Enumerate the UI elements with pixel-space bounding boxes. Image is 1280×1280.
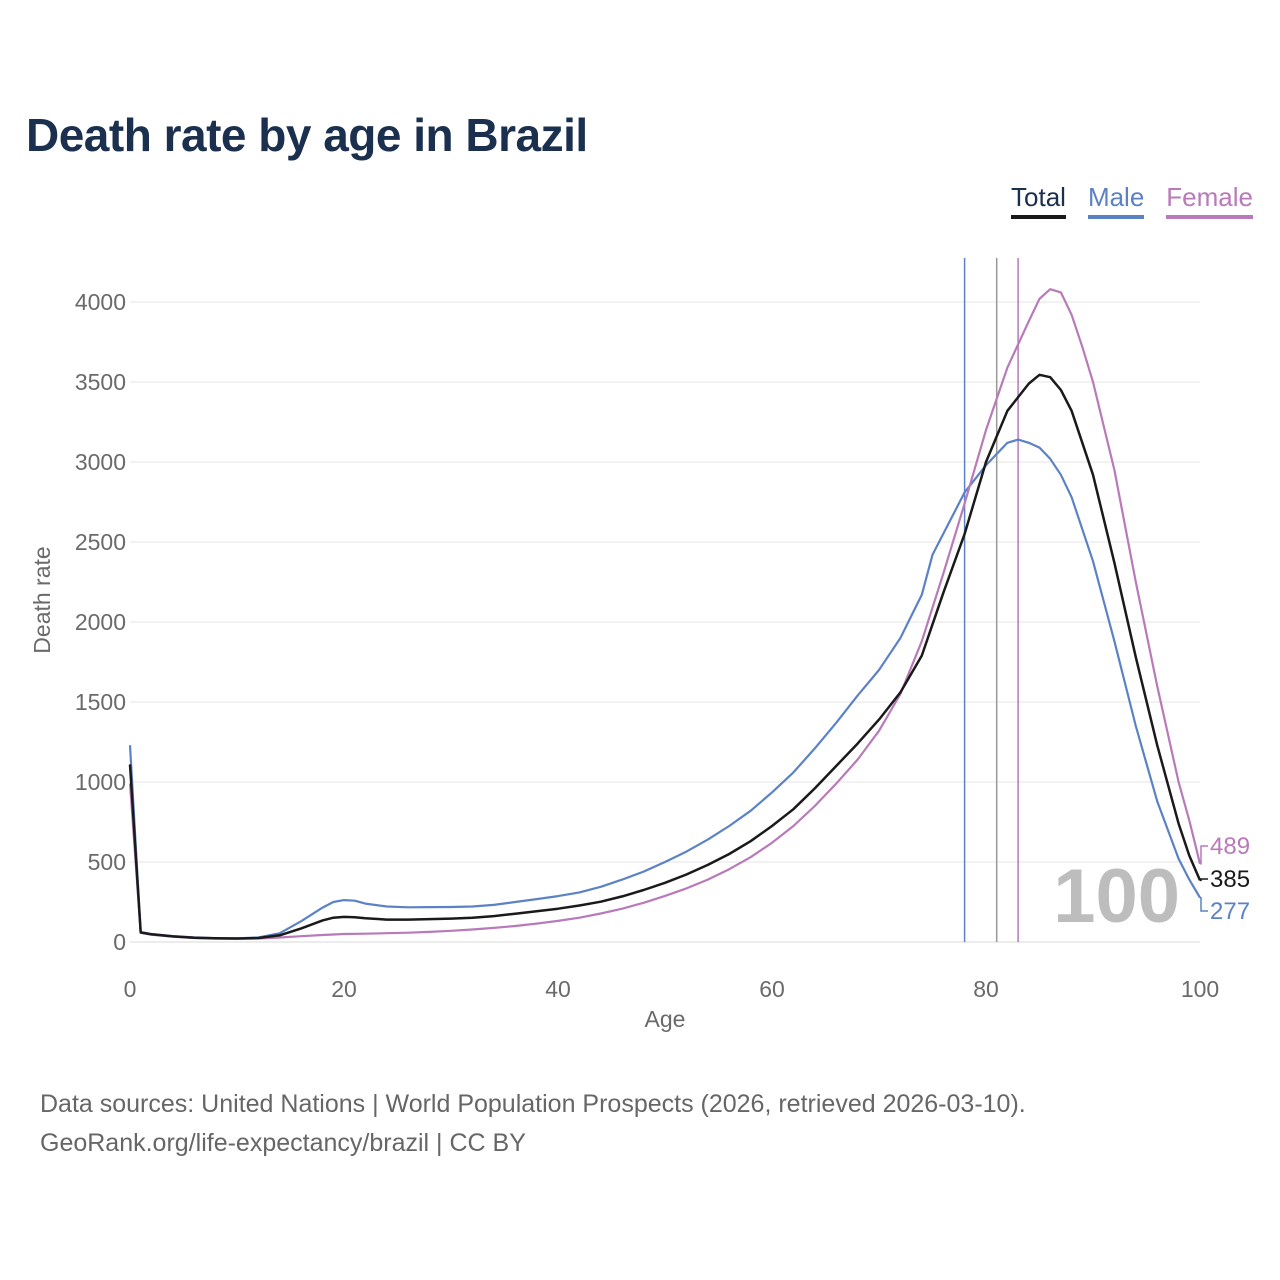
x-tick-label: 80: [973, 976, 999, 1002]
y-tick-label: 2000: [75, 609, 126, 635]
x-tick-label: 20: [331, 976, 357, 1002]
y-tick-label: 2500: [75, 529, 126, 555]
end-labels: 385 277 489: [1200, 833, 1250, 925]
watermark-age: 100: [1053, 854, 1180, 939]
end-label-female: 489: [1210, 833, 1250, 860]
end-label-connector: [1200, 845, 1208, 865]
legend-item-total[interactable]: Total: [1011, 182, 1066, 219]
y-tick-label: 1000: [75, 769, 126, 795]
x-tick-label: 100: [1181, 976, 1219, 1002]
y-tick-label: 1500: [75, 689, 126, 715]
axis-ticks: 0 500 1000 1500 2000 2500 3000 3500 4000 0 20 40 60 8…: [75, 289, 1219, 1002]
legend: Total Male Female: [1011, 182, 1253, 219]
y-axis-title: Death rate: [29, 546, 55, 653]
legend-item-female[interactable]: Female: [1166, 182, 1253, 219]
life-expectancy-markers: [963, 258, 1019, 942]
x-axis-title: Age: [645, 1006, 686, 1032]
y-tick-label: 3000: [75, 449, 126, 475]
end-label-total: 385: [1210, 866, 1250, 893]
end-label-connector: [1200, 896, 1208, 912]
x-tick-label: 60: [759, 976, 785, 1002]
y-tick-label: 3500: [75, 369, 126, 395]
y-tick-label: 500: [88, 849, 126, 875]
end-label-connector: [1200, 878, 1208, 882]
series-lines: [128, 288, 1202, 940]
footer-link[interactable]: GeoRank.org/life-expectancy/brazil | CC …: [40, 1129, 526, 1157]
y-tick-label: 4000: [75, 289, 126, 315]
end-label-male: 277: [1210, 898, 1250, 925]
series-line-total[interactable]: [128, 373, 1202, 940]
grid-lines: [130, 301, 1200, 943]
legend-item-male[interactable]: Male: [1087, 182, 1145, 219]
series-line-male[interactable]: [128, 438, 1201, 940]
footer: Data sources: United Nations | World Pop…: [40, 1085, 1026, 1163]
x-tick-label: 0: [124, 976, 137, 1002]
footer-source: Data sources: United Nations | World Pop…: [40, 1090, 1026, 1118]
series-line-female[interactable]: [128, 288, 1202, 940]
chart-title: Death rate by age in Brazil: [26, 109, 588, 161]
x-tick-label: 40: [545, 976, 571, 1002]
y-tick-label: 0: [113, 929, 126, 955]
